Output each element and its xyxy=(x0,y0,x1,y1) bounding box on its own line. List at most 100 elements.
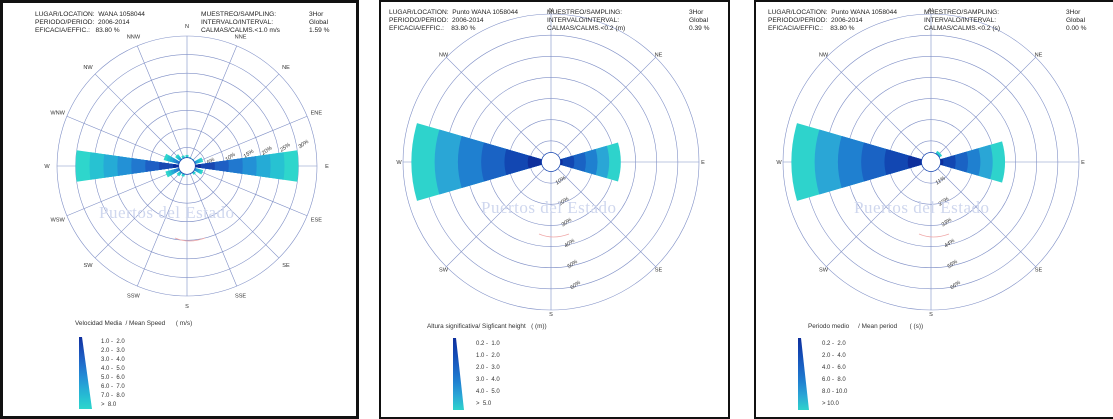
direction-label-ssw: SSW xyxy=(127,293,140,299)
direction-label-ne: NE xyxy=(1035,53,1043,59)
legend-item: 1.0 - 2.0 xyxy=(101,339,125,345)
mean-period-rose-panel: N NE E SE S SW W NW 11% 22% 33% 44% 55% 66% LUGAR/LOC… xyxy=(754,0,1113,419)
grid-spoke xyxy=(186,115,308,167)
header-calms-value: 0.00 % xyxy=(1066,25,1087,32)
legend-color-wedge xyxy=(798,338,809,410)
direction-label-sw: SW xyxy=(439,267,449,273)
direction-label-sse: SSE xyxy=(235,293,246,299)
ring-label: 5% xyxy=(206,157,216,167)
legend-item: 0.2 - 2.0 xyxy=(822,341,846,347)
mean-period-rose-chart: N NE E SE S SW W NW 11% 22% 33% 44% 55% 66% xyxy=(776,8,1085,410)
ring-label: 15% xyxy=(243,149,256,160)
legend-item: 5.0 - 6.0 xyxy=(101,375,125,381)
grid-spoke xyxy=(930,161,1036,267)
ring-label: 10% xyxy=(555,175,568,186)
legend-item: > 10.0 xyxy=(822,401,839,407)
calm-circle xyxy=(921,152,941,172)
header-calms-value: 1.59 % xyxy=(309,27,330,34)
ring-label: 66% xyxy=(949,280,962,291)
legend-item: > 8.0 xyxy=(101,402,117,408)
header-interval-value: Global xyxy=(309,19,329,26)
direction-label-w: W xyxy=(44,164,50,170)
legend-item: 2.0 - 4.0 xyxy=(822,353,846,359)
legend-color-wedge xyxy=(453,338,464,410)
header-efficiency: EFICACIA/EFFIC.: 83.80 % xyxy=(35,27,120,34)
direction-label-n: N xyxy=(549,8,553,14)
petal-w xyxy=(791,123,931,201)
wave-height-rose-panel: N NE E SE S SW W NW 10% 20% 30% 40% 50% 60% LUGAR/LOC… xyxy=(379,0,730,419)
legend-item: 3.0 - 4.0 xyxy=(101,357,125,363)
grid-spoke xyxy=(136,165,188,287)
ring-label: 11% xyxy=(935,175,947,186)
ring-label: 25% xyxy=(278,142,291,154)
grid-spoke xyxy=(446,57,552,163)
grid-spoke xyxy=(186,165,280,259)
legend-color-wedge xyxy=(79,337,92,409)
header-interval-label: INTERVALO/INTERVAL: xyxy=(201,19,274,26)
legend-item: 6.0 - 8.0 xyxy=(822,377,846,383)
ring-label: 33% xyxy=(941,217,954,228)
direction-label-e: E xyxy=(1081,160,1085,166)
petal-w xyxy=(75,150,187,182)
legend-title: Periodo medio / Mean period ( (s)) xyxy=(808,323,924,330)
legend-item: 2.0 - 3.0 xyxy=(476,365,500,371)
calm-circle xyxy=(178,157,196,175)
ring-label: 20% xyxy=(260,145,273,157)
petal-w xyxy=(411,123,551,201)
direction-label-ne: NE xyxy=(655,53,663,59)
direction-label-sw: SW xyxy=(83,263,93,269)
ring-label: 10% xyxy=(224,152,237,163)
wind-rose-panel: N NNE NE ENE E ESE SE SSE S SSW SW WSW W WNW NW NNW 5% 10… xyxy=(0,0,359,419)
direction-label-w: W xyxy=(776,160,782,166)
direction-label-e: E xyxy=(325,164,329,170)
direction-label-e: E xyxy=(701,160,705,166)
ring-label: 20% xyxy=(557,196,570,208)
header-efficiency: EFICACIA/EFFIC.: 83.80 % xyxy=(389,25,476,32)
watermark-swoosh xyxy=(918,233,950,238)
watermark: Puertos del Estado xyxy=(481,198,617,217)
direction-label-ene: ENE xyxy=(311,110,323,116)
header-sampling-label: MUESTREO/SAMPLING: xyxy=(547,9,623,16)
direction-label-nw: NW xyxy=(83,65,93,71)
header-period: PERIODO/PERIOD: 2006-2014 xyxy=(768,17,863,24)
direction-label-nw: NW xyxy=(819,53,829,59)
header-calms-label: CALMAS/CALMS.<1.0 m/s xyxy=(201,27,280,34)
legend-item: 8.0 - 10.0 xyxy=(822,389,848,395)
legend-item: 4.0 - 5.0 xyxy=(476,389,500,395)
grid-spoke xyxy=(94,165,188,259)
header-interval-label: INTERVALO/INTERVAL: xyxy=(547,17,620,24)
header-sampling-label: MUESTREO/SAMPLING: xyxy=(924,9,1000,16)
grid-spoke xyxy=(136,45,188,167)
direction-label-se: SE xyxy=(655,267,663,273)
ring-label: 30% xyxy=(561,217,574,228)
direction-label-wsw: WSW xyxy=(51,218,66,224)
watermark-swoosh xyxy=(538,233,570,238)
legend-item: 1.0 - 2.0 xyxy=(476,353,500,359)
legend-item: 7.0 - 8.0 xyxy=(101,393,125,399)
header-location: LUGAR/LOCATION: Punto WANA 1058044 xyxy=(389,9,518,16)
header-period: PERIODO/PERIOD: 2006-2014 xyxy=(35,19,130,26)
legend-item: 6.0 - 7.0 xyxy=(101,384,125,390)
petal-band xyxy=(931,155,956,169)
legend-item: 4.0 - 6.0 xyxy=(822,365,846,371)
legend-item: > 5.0 xyxy=(476,401,492,407)
header-sampling-value: 3Hor xyxy=(309,11,324,18)
ring-label: 30% xyxy=(297,139,310,150)
calm-circle xyxy=(541,152,561,172)
wind-rose-chart: N NNE NE ENE E ESE SE SSE S SSW SW WSW W WNW NW NNW 5% 10… xyxy=(44,24,329,409)
ring-label: 40% xyxy=(563,238,576,249)
grid-spoke xyxy=(826,161,932,267)
legend-item: 0.2 - 1.0 xyxy=(476,341,500,347)
direction-label-se: SE xyxy=(282,263,290,269)
header-calms-label: CALMAS/CALMS.<0.2 (s) xyxy=(924,25,1001,32)
direction-label-s: S xyxy=(185,304,189,310)
ring-label: 50% xyxy=(566,259,579,270)
petal-e xyxy=(187,150,299,182)
header-interval-value: Global xyxy=(689,17,709,24)
header-sampling-value: 3Hor xyxy=(689,9,704,16)
direction-label-w: W xyxy=(396,160,402,166)
header-calms-label: CALMAS/CALMS.<0.2 (m) xyxy=(547,25,626,32)
header-sampling-value: 3Hor xyxy=(1066,9,1081,16)
direction-label-ne: NE xyxy=(282,65,290,71)
header-period: PERIODO/PERIOD: 2006-2014 xyxy=(389,17,484,24)
